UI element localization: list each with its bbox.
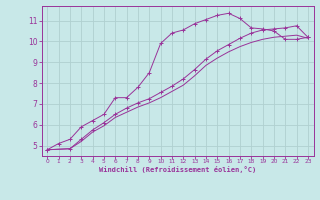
X-axis label: Windchill (Refroidissement éolien,°C): Windchill (Refroidissement éolien,°C) (99, 166, 256, 173)
